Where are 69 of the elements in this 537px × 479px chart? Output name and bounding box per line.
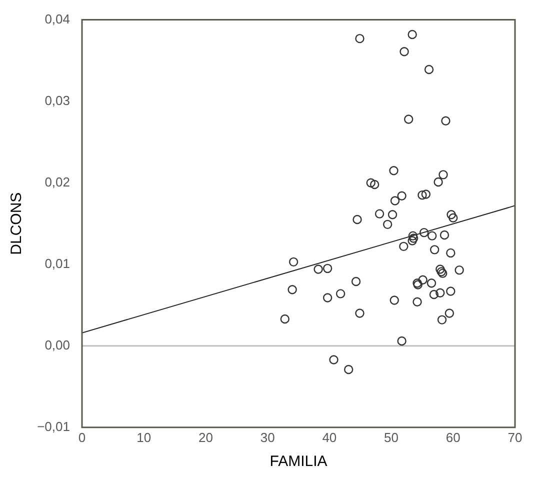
point xyxy=(390,296,399,305)
point xyxy=(288,257,298,267)
y-tick-label: 0,04 xyxy=(44,11,70,26)
point xyxy=(336,289,346,298)
point xyxy=(390,196,400,206)
point xyxy=(434,177,443,187)
point xyxy=(446,286,456,296)
y-tick-label: 0,00 xyxy=(44,337,70,352)
point xyxy=(352,214,362,224)
point xyxy=(355,308,364,318)
y-tick-label: 0,02 xyxy=(44,174,70,190)
y-tick-label: 0,01 xyxy=(44,256,70,271)
y-tick-label: 0,03 xyxy=(44,92,70,108)
point xyxy=(437,315,447,324)
point xyxy=(412,297,422,306)
point xyxy=(430,245,440,254)
point xyxy=(454,265,464,275)
point xyxy=(397,336,406,346)
point xyxy=(428,231,437,240)
point xyxy=(419,228,429,238)
x-tick-label: 0 xyxy=(78,430,86,445)
point xyxy=(426,278,436,288)
x-tick-label: 30 xyxy=(260,430,275,445)
point xyxy=(446,210,456,220)
x-tick-label: 40 xyxy=(322,430,337,445)
point xyxy=(322,293,332,302)
x-tick-label: 70 xyxy=(508,430,522,445)
point xyxy=(418,190,427,200)
point xyxy=(441,116,450,126)
x-axis-title: FAMILIA xyxy=(270,453,328,470)
point xyxy=(421,190,431,199)
point xyxy=(322,264,332,274)
point xyxy=(404,114,414,124)
point xyxy=(288,285,297,294)
point xyxy=(444,308,454,318)
point xyxy=(370,180,380,190)
point xyxy=(389,166,398,176)
point xyxy=(355,34,364,44)
x-tick-label: 20 xyxy=(198,430,213,445)
point xyxy=(280,314,290,324)
y-axis-title: DLCONS xyxy=(8,192,26,255)
x-tick-label: 50 xyxy=(384,430,399,445)
point xyxy=(408,236,417,246)
point xyxy=(436,264,445,274)
x-tick-label: 10 xyxy=(136,430,152,445)
point xyxy=(397,191,406,200)
point xyxy=(446,248,456,258)
point xyxy=(366,178,376,188)
point xyxy=(440,230,450,240)
point xyxy=(329,355,338,364)
point xyxy=(400,46,409,56)
point xyxy=(382,220,392,230)
point xyxy=(408,234,418,243)
point xyxy=(351,276,361,286)
point xyxy=(438,170,448,180)
point xyxy=(429,290,439,300)
point xyxy=(399,242,408,252)
point xyxy=(314,264,323,274)
y-tick-label: −0,01 xyxy=(37,418,70,434)
point xyxy=(408,231,418,240)
point xyxy=(424,64,434,74)
point xyxy=(388,210,398,220)
point xyxy=(448,213,458,222)
point xyxy=(418,275,428,284)
point xyxy=(374,209,384,218)
point xyxy=(436,288,445,298)
point xyxy=(344,364,354,374)
x-tick-label: 60 xyxy=(446,430,460,445)
point xyxy=(408,30,417,40)
